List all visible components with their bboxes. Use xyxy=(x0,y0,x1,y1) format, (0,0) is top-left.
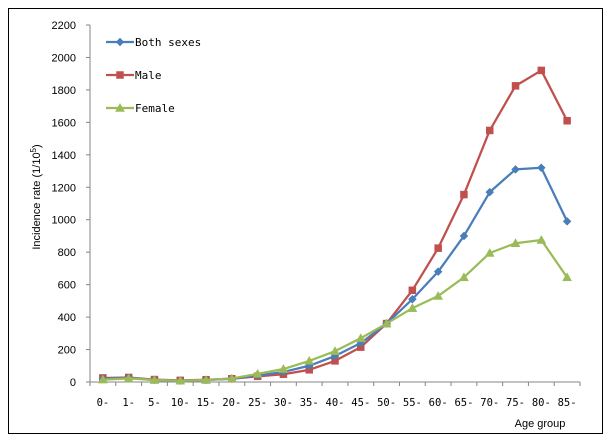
data-point-female xyxy=(201,375,211,384)
legend-label-both-sexes: Both sexes xyxy=(135,36,201,49)
legend-marker-female xyxy=(115,102,125,112)
data-point-female xyxy=(304,355,315,365)
legend: Both sexes Male Female xyxy=(106,36,201,115)
legend-label-female: Female xyxy=(135,102,175,115)
data-point-female xyxy=(226,373,237,383)
data-point-female xyxy=(484,247,495,257)
y-axis-title-tail: ) xyxy=(31,144,43,148)
y-tick-label: 2200 xyxy=(52,20,76,32)
y-tick-label: 1600 xyxy=(52,117,76,129)
y-tick-label: 1800 xyxy=(52,85,76,97)
data-point-female xyxy=(510,238,521,248)
legend-marker-both-sexes xyxy=(115,37,125,47)
data-point-both-sexes xyxy=(485,187,495,197)
y-axis-title-sup: 5 xyxy=(29,147,38,152)
data-point-female xyxy=(355,333,366,342)
legend-item-male: Male xyxy=(106,69,162,82)
data-point-female xyxy=(536,235,547,244)
x-tick-label: 20- xyxy=(222,397,241,409)
data-point-both-sexes xyxy=(562,216,572,226)
data-point-female xyxy=(252,368,263,378)
y-tick-label: 600 xyxy=(58,280,76,292)
data-point-female xyxy=(562,272,573,282)
y-tick-label: 200 xyxy=(58,345,76,357)
legend-item-both-sexes: Both sexes xyxy=(106,36,201,49)
series-female xyxy=(97,235,573,385)
data-point-female xyxy=(459,272,469,282)
x-tick-label: 60- xyxy=(429,397,448,409)
data-point-female xyxy=(97,374,108,384)
x-tick-label: 70- xyxy=(480,397,499,409)
legend-marker-male xyxy=(116,71,124,79)
data-point-both-sexes xyxy=(459,231,469,241)
data-point-female xyxy=(433,290,444,300)
legend-label-male: Male xyxy=(135,69,162,82)
x-tick-label: 55- xyxy=(403,397,422,409)
data-point-both-sexes xyxy=(536,163,546,173)
y-tick-label: 1000 xyxy=(52,215,76,227)
axes-group: 0 200 400 600 800 1000 1200 1400 1600 1800 2000 220… xyxy=(52,20,581,409)
data-point-both-sexes xyxy=(511,165,520,174)
x-tick-label: 1- xyxy=(122,397,135,409)
data-point-female xyxy=(407,303,418,312)
data-point-female xyxy=(278,364,289,373)
x-tick-label: 5- xyxy=(148,397,161,409)
data-point-both-sexes xyxy=(433,267,443,277)
data-point-male xyxy=(511,82,520,90)
y-tick-label: 1400 xyxy=(52,150,76,162)
x-tick-label: 15- xyxy=(197,397,216,409)
y-tick-label: 1200 xyxy=(52,182,76,194)
y-tick-label: 0 xyxy=(70,377,76,389)
x-tick-label: 40- xyxy=(326,397,345,409)
data-point-male xyxy=(434,244,442,252)
x-tick-label: 50- xyxy=(377,397,396,409)
y-tick-label: 800 xyxy=(58,247,76,259)
data-point-female xyxy=(381,318,392,328)
data-point-female xyxy=(149,375,160,384)
x-tick-label: 45- xyxy=(351,397,370,409)
x-tick-label: 75- xyxy=(506,397,525,409)
y-tick-label: 400 xyxy=(58,312,76,324)
data-point-male xyxy=(408,286,417,295)
legend-item-female: Female xyxy=(106,102,175,115)
x-tick-label: 65- xyxy=(454,397,473,409)
x-tick-label: 0- xyxy=(97,397,110,409)
data-point-female xyxy=(330,346,340,355)
data-point-female xyxy=(123,373,134,383)
x-tick-label: 30- xyxy=(274,397,293,409)
y-tick-label: 2000 xyxy=(52,52,76,64)
x-tick-label: 85- xyxy=(558,397,577,409)
data-point-male xyxy=(460,190,468,199)
x-axis-title: Age group xyxy=(515,418,566,430)
data-point-female xyxy=(175,375,186,385)
x-tick-label: 35- xyxy=(300,397,319,409)
data-point-male xyxy=(563,116,571,125)
x-tick-label: 25- xyxy=(248,397,267,409)
data-point-male xyxy=(537,66,546,75)
x-tick-label: 80- xyxy=(532,397,551,409)
series-group xyxy=(97,66,573,386)
y-axis-title: Incidence rate (1/105) xyxy=(29,144,43,249)
x-tick-label: 10- xyxy=(171,397,190,409)
y-axis-title-main: Incidence rate (1/10 xyxy=(31,152,43,249)
data-point-male xyxy=(485,126,494,135)
